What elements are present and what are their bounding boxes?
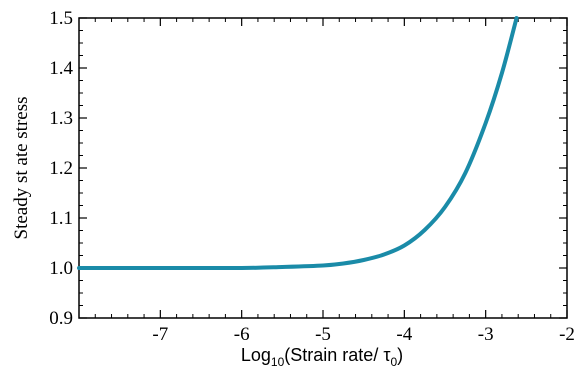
x-tick-label: -7	[152, 324, 168, 345]
y-tick-labels: 0.9 1.0 1.1 1.2 1.3 1.4 1.5	[49, 8, 73, 329]
y-tick-label: 0.9	[49, 308, 73, 329]
y-tick-label: 1.0	[49, 258, 73, 279]
plot-frame	[78, 17, 568, 319]
y-tick-label: 1.1	[49, 208, 73, 229]
x-axis-title: Log10(Strain rate/ τ0)	[241, 345, 403, 369]
plot-area	[78, 17, 568, 319]
x-tick-labels: -7 -6 -5 -4 -3 -2	[152, 324, 574, 345]
x-axis-title-quantity: (Strain rate/ τ	[284, 345, 390, 365]
y-tick-label: 1.5	[49, 8, 73, 29]
x-axis-title-log: Log	[241, 345, 271, 365]
y-tick-label: 1.4	[49, 58, 73, 79]
x-axis-title-close: )	[397, 345, 403, 365]
axis-ticks	[79, 17, 568, 319]
series-line	[77, 16, 519, 271]
y-tick-label: 1.3	[49, 108, 73, 129]
x-axis-title-subscript-tau: 0	[390, 355, 397, 369]
x-tick-label: -2	[559, 324, 575, 345]
y-axis-title: Steady st ate stress	[11, 96, 32, 239]
y-tick-label: 1.2	[49, 158, 73, 179]
x-axis-title-subscript-base: 10	[271, 355, 285, 369]
x-tick-label: -5	[315, 324, 331, 345]
x-tick-label: -6	[234, 324, 250, 345]
x-tick-label: -4	[396, 324, 412, 345]
series-group	[77, 16, 519, 271]
x-tick-label: -3	[478, 324, 494, 345]
